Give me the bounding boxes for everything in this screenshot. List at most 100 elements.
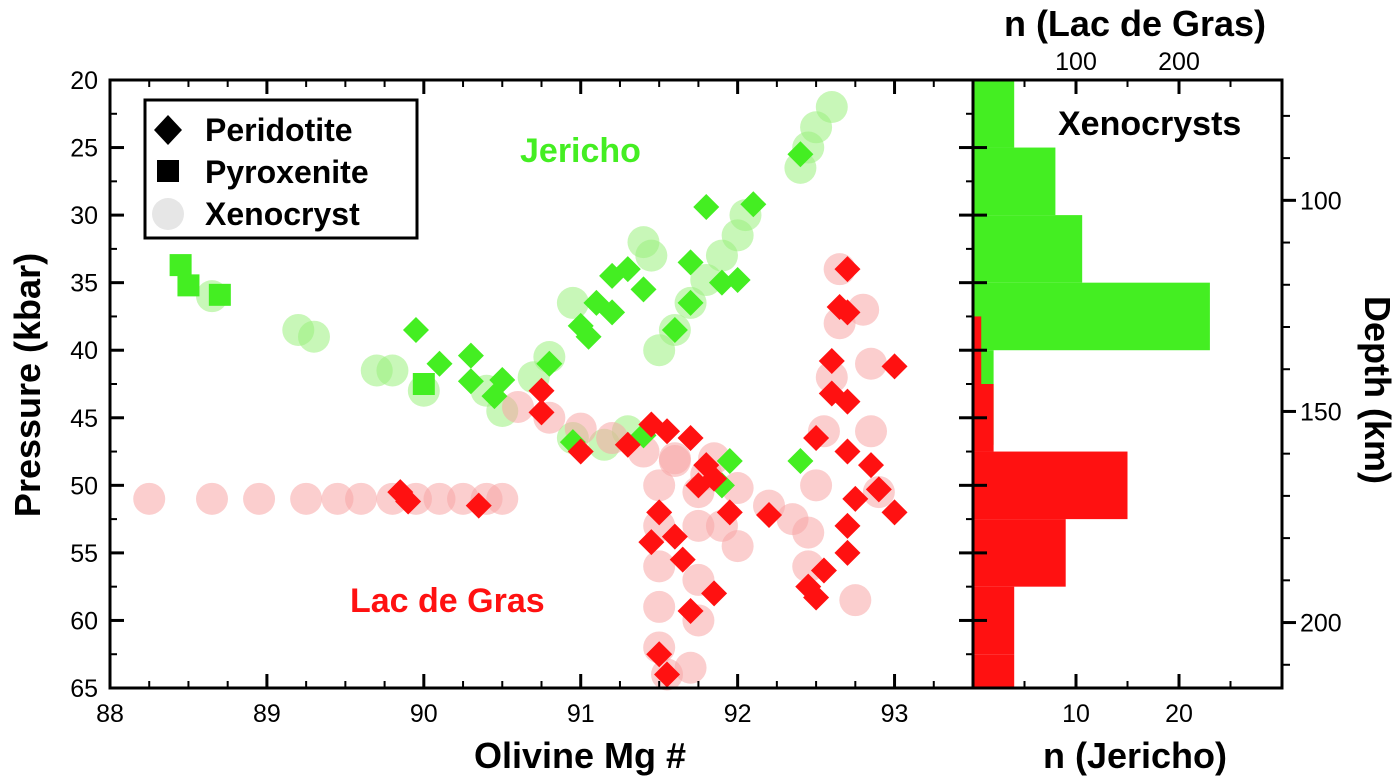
histogram-bar-jericho-3 <box>973 282 1210 351</box>
xenocryst-point-lac-de-gras-0 <box>133 482 166 515</box>
y-tick-label-55: 55 <box>70 540 98 568</box>
xenocryst-point-lac-de-gras-31 <box>855 415 888 448</box>
depth-axis-label: Depth (km) <box>1357 296 1398 484</box>
xenocryst-point-lac-de-gras-36 <box>643 550 676 583</box>
peridotite-point-lac-de-gras-35 <box>701 580 728 607</box>
histogram-bar-lac-de-gras-2 <box>973 451 1128 520</box>
peridotite-point-jericho-2 <box>740 191 767 218</box>
peridotite-point-lac-de-gras-7 <box>803 425 830 452</box>
y-axis-label: Pressure (kbar) <box>7 253 48 517</box>
peridotite-point-lac-de-gras-20 <box>567 438 594 465</box>
xenocryst-point-jericho-12 <box>635 239 668 272</box>
x-tick-label-88: 88 <box>96 700 124 728</box>
xenocryst-point-jericho-20 <box>360 354 393 387</box>
xenocryst-point-lac-de-gras-8 <box>423 482 456 515</box>
peridotite-point-jericho-13 <box>677 289 704 316</box>
legend-circle-marker <box>152 198 184 230</box>
peridotite-point-jericho-15 <box>536 350 563 377</box>
xenocryst-point-lac-de-gras-47 <box>721 530 754 563</box>
peridotite-point-jericho-1 <box>693 194 720 221</box>
peridotite-point-lac-de-gras-14 <box>834 539 861 566</box>
peridotite-point-jericho-3 <box>677 249 704 276</box>
histogram-bottom-axis-label: n (Jericho) <box>1043 735 1227 776</box>
lac-count-tick-label-100: 100 <box>1055 48 1097 76</box>
peridotite-point-lac-de-gras-32 <box>661 523 688 550</box>
x-tick-label-90: 90 <box>410 700 438 728</box>
peridotite-point-lac-de-gras-36 <box>646 641 673 668</box>
peridotite-point-jericho-14 <box>661 316 688 343</box>
x-tick-label-91: 91 <box>567 700 595 728</box>
legend-label-pyroxenite: Pyroxenite <box>205 154 369 190</box>
xenocryst-point-lac-de-gras-48 <box>658 442 691 475</box>
xenocryst-point-lac-de-gras-42 <box>682 563 715 596</box>
histogram-title-xenocrysts: Xenocrysts <box>1058 105 1241 143</box>
peridotite-point-jericho-19 <box>402 316 429 343</box>
peridotite-point-lac-de-gras-17 <box>803 584 830 611</box>
peridotite-point-lac-de-gras-18 <box>528 377 555 404</box>
peridotite-point-lac-de-gras-27 <box>701 465 728 492</box>
jericho-count-tick-label-10: 10 <box>1062 700 1090 728</box>
xenocryst-point-jericho-6 <box>705 239 738 272</box>
xenocryst-point-lac-de-gras-1 <box>195 482 228 515</box>
xenocryst-point-jericho-3 <box>784 151 817 184</box>
peridotite-point-lac-de-gras-12 <box>842 485 869 512</box>
histogram-bars <box>973 80 1210 688</box>
xenocryst-point-lac-de-gras-5 <box>345 482 378 515</box>
peridotite-point-jericho-26 <box>787 448 814 475</box>
depth-tick-label-150: 150 <box>1300 398 1342 426</box>
peridotite-point-lac-de-gras-2 <box>834 299 861 326</box>
xenocryst-point-lac-de-gras-12 <box>501 390 534 423</box>
pyroxenite-point-jericho-3 <box>412 373 435 395</box>
lac-count-tick-label-200: 200 <box>1158 48 1200 76</box>
legend-label-peridotite: Peridotite <box>205 112 353 148</box>
x-tick-label-89: 89 <box>253 700 281 728</box>
y-tick-label-50: 50 <box>70 472 98 500</box>
legend-label-xenocryst: Xenocryst <box>205 196 360 232</box>
histogram-bar-lac-de-gras-5 <box>973 654 1015 688</box>
xenocryst-point-lac-de-gras-4 <box>321 482 354 515</box>
xenocryst-point-lac-de-gras-34 <box>643 469 676 502</box>
x-axis-label: Olivine Mg # <box>474 735 686 776</box>
xenocryst-point-lac-de-gras-2 <box>243 482 276 515</box>
legend: Peridotite Pyroxenite Xenocryst <box>143 98 419 240</box>
annotation-lac-de-gras: Lac de Gras <box>350 582 545 620</box>
peridotite-point-jericho-10 <box>599 299 626 326</box>
histogram-bar-lac-de-gras-3 <box>973 519 1066 587</box>
peridotite-point-lac-de-gras-3 <box>818 348 845 375</box>
xenocryst-point-jericho-10 <box>643 334 676 367</box>
pyroxenite-point-jericho-1 <box>177 274 200 297</box>
y-tick-label-25: 25 <box>70 135 98 163</box>
histogram-top-axis-label: n (Lac de Gras) <box>1004 3 1266 44</box>
xenocryst-point-lac-de-gras-30 <box>855 347 888 380</box>
y-tick-label-40: 40 <box>70 337 98 365</box>
peridotite-point-jericho-8 <box>630 276 657 303</box>
peridotite-point-lac-de-gras-6 <box>881 353 908 380</box>
histogram-bar-jericho-0 <box>973 80 1015 148</box>
y-tick-label-30: 30 <box>70 202 98 230</box>
peridotite-point-lac-de-gras-24 <box>654 418 681 445</box>
peridotite-point-jericho-12 <box>575 323 602 350</box>
peridotite-point-lac-de-gras-9 <box>858 452 885 479</box>
peridotite-point-lac-de-gras-8 <box>834 438 861 465</box>
peridotite-point-lac-de-gras-37 <box>654 661 681 688</box>
histogram-bar-jericho-1 <box>973 147 1056 216</box>
sample-points <box>169 141 908 688</box>
annotation-jericho: Jericho <box>520 132 641 170</box>
peridotite-point-lac-de-gras-11 <box>881 499 908 526</box>
peridotite-point-lac-de-gras-5 <box>834 388 861 415</box>
peridotite-point-jericho-24 <box>716 448 743 475</box>
depth-tick-label-200: 200 <box>1300 610 1342 638</box>
pyroxenite-point-jericho-0 <box>169 254 192 277</box>
peridotite-point-lac-de-gras-29 <box>756 502 783 529</box>
x-tick-label-92: 92 <box>724 700 752 728</box>
peridotite-point-jericho-5 <box>724 266 751 293</box>
xenocryst-point-lac-de-gras-37 <box>643 590 676 623</box>
xenocryst-point-lac-de-gras-43 <box>682 509 715 542</box>
axes: 88 89 90 91 92 93 20 25 30 35 40 45 50 55 60 65 100 200 10… <box>70 48 1342 728</box>
legend-box <box>143 98 419 240</box>
xenocryst-point-lac-de-gras-40 <box>674 651 707 684</box>
peridotite-point-jericho-0 <box>787 141 814 168</box>
peridotite-point-lac-de-gras-19 <box>528 399 555 426</box>
xenocryst-point-lac-de-gras-26 <box>815 361 848 394</box>
